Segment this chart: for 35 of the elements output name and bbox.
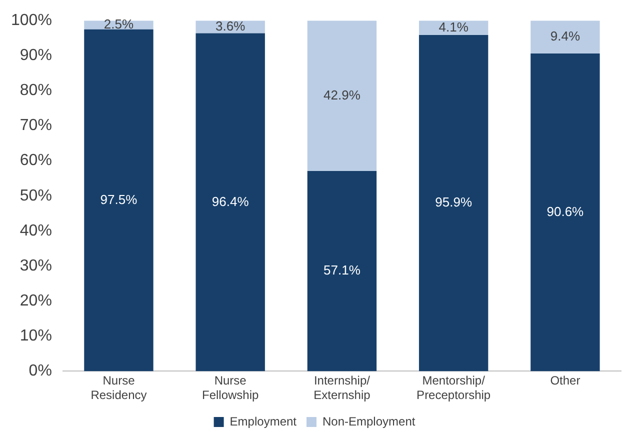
legend-label: Non-Employment xyxy=(322,414,416,428)
data-label: 2.5% xyxy=(104,16,134,32)
bar xyxy=(530,54,600,372)
x-tick-label: Nurse Residency xyxy=(90,374,147,402)
y-tick-label: 30% xyxy=(20,257,52,274)
y-tick-label: 60% xyxy=(20,152,52,170)
bar xyxy=(307,171,377,372)
x-tick-label: Other xyxy=(550,374,580,388)
y-tick-label: 90% xyxy=(20,47,52,64)
bar xyxy=(530,20,600,54)
bar xyxy=(84,29,154,372)
legend-label: Employment xyxy=(230,414,298,428)
y-tick-label: 10% xyxy=(20,328,52,345)
data-label: 3.6% xyxy=(216,18,246,34)
data-label: 90.6% xyxy=(546,204,584,219)
y-tick-label: 0% xyxy=(28,362,52,380)
data-label: 4.1% xyxy=(438,19,469,34)
x-tick-label: Nurse Fellowship xyxy=(202,374,260,402)
data-label: 9.4% xyxy=(550,28,580,44)
bar xyxy=(307,20,377,172)
y-tick-label: 100% xyxy=(11,12,52,30)
y-tick-label: 80% xyxy=(20,82,52,100)
data-label: 95.9% xyxy=(435,194,472,210)
data-label: 42.9% xyxy=(324,87,361,102)
bar xyxy=(418,34,488,372)
x-tick-label: Internship/ Externship xyxy=(314,374,371,402)
y-tick-label: 40% xyxy=(20,222,52,240)
data-label: 57.1% xyxy=(324,262,361,278)
y-tick-label: 20% xyxy=(20,292,52,310)
data-label: 96.4% xyxy=(212,194,250,209)
bar xyxy=(196,33,265,372)
data-label: 97.5% xyxy=(100,192,138,207)
y-tick-label: 70% xyxy=(20,117,52,134)
y-tick-label: 50% xyxy=(20,187,52,204)
x-tick-label: Mentorship/ Preceptorship xyxy=(416,374,491,402)
